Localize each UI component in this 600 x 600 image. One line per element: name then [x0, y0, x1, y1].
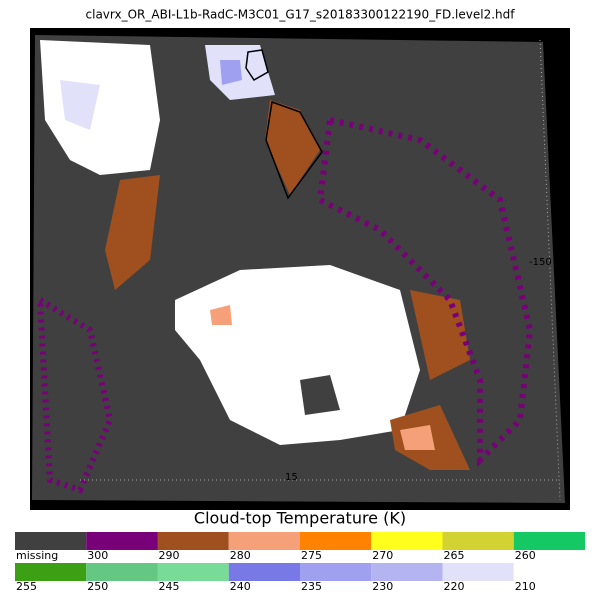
swatch	[15, 532, 87, 550]
colorbar-title: Cloud-top Temperature (K)	[194, 509, 406, 528]
colorbar: missing 300 290 280 275 270 265 260 255 250 245 240…	[15, 532, 585, 593]
outline	[265, 100, 323, 200]
swatch	[157, 563, 229, 581]
swatch	[157, 532, 229, 550]
swatch-label: 235	[301, 580, 322, 593]
swatch-label: 250	[87, 580, 108, 593]
swatch	[442, 532, 514, 550]
swatch-label: 265	[444, 549, 465, 562]
swatch	[371, 563, 443, 581]
cloud-edges	[316, 116, 534, 468]
cloud	[60, 80, 100, 130]
cloud-edges	[36, 294, 114, 494]
clear-area	[300, 375, 340, 415]
swatch	[513, 563, 585, 581]
swatch	[15, 563, 87, 581]
swatch-label: 260	[515, 549, 536, 562]
swatch-label: 210	[515, 580, 536, 593]
swatch-label: 220	[444, 580, 465, 593]
grid-label: -150	[529, 257, 552, 268]
swatch	[228, 563, 300, 581]
swatch-label: 240	[230, 580, 251, 593]
swatch-label: 280	[230, 549, 251, 562]
cloud	[210, 305, 232, 325]
swatch-label: missing	[16, 549, 58, 562]
cloud	[105, 175, 160, 290]
swatch-label: 255	[16, 580, 37, 593]
swatch-label: 290	[159, 549, 180, 562]
swatch-label: 300	[87, 549, 108, 562]
swatch	[371, 532, 443, 550]
map: -150 15	[30, 28, 570, 510]
cloud	[175, 265, 420, 445]
swatch-label: 230	[372, 580, 393, 593]
swatch-label: 270	[372, 549, 393, 562]
swatch	[86, 532, 158, 550]
swatch	[228, 532, 300, 550]
swatch	[300, 532, 372, 550]
swatch	[442, 563, 514, 581]
swatch	[300, 563, 372, 581]
cloud	[40, 40, 160, 175]
swatch	[86, 563, 158, 581]
grid-label: 15	[285, 472, 298, 483]
cloud	[410, 290, 470, 380]
cloud	[220, 60, 242, 85]
swatch-label: 275	[301, 549, 322, 562]
swatch	[513, 532, 585, 550]
swatch-label: 245	[159, 580, 180, 593]
cloud	[400, 425, 435, 450]
grid-line	[539, 39, 561, 501]
outline	[245, 49, 269, 81]
title: clavrx_OR_ABI-L1b-RadC-M3C01_G17_s201833…	[86, 8, 516, 22]
